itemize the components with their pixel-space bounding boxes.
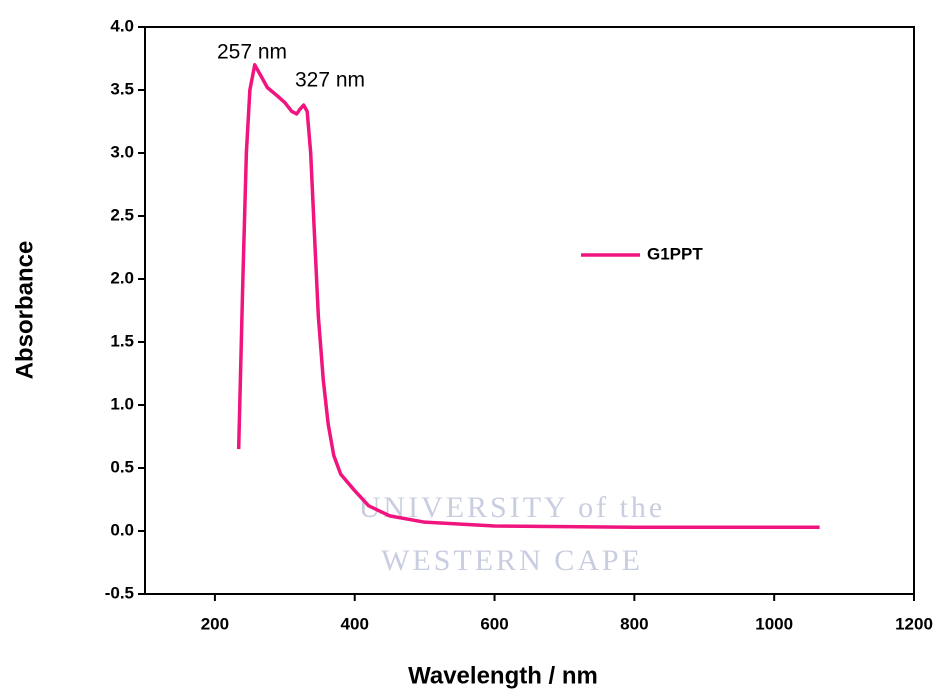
- y-tick-label: -0.5: [105, 583, 134, 602]
- y-tick-label: 3.5: [110, 79, 134, 98]
- annotation: 327 nm: [295, 69, 365, 92]
- y-axis-title: Absorbance: [11, 241, 38, 380]
- x-tick-label: 600: [480, 614, 508, 633]
- y-tick-label: 1.5: [110, 331, 134, 350]
- legend-label: G1PPT: [647, 244, 703, 263]
- y-tick-label: 4.0: [110, 16, 134, 35]
- watermark: WESTERN CAPE: [381, 544, 643, 577]
- plot-frame: [144, 26, 915, 595]
- x-tick-label: 200: [201, 614, 229, 633]
- annotation: 257 nm: [217, 41, 287, 64]
- y-tick-label: 2.0: [110, 268, 134, 287]
- y-tick-label: 2.5: [110, 205, 134, 224]
- x-axis-title: Wavelength / nm: [408, 662, 598, 689]
- x-tick-label: 1000: [755, 614, 793, 633]
- y-tick-label: 0.5: [110, 457, 134, 476]
- x-tick-label: 400: [341, 614, 369, 633]
- x-tick-label: 1200: [895, 614, 933, 633]
- y-tick-label: 3.0: [110, 142, 134, 161]
- y-tick-label: 0.0: [110, 520, 134, 539]
- x-tick-label: 800: [620, 614, 648, 633]
- y-tick-label: 1.0: [110, 394, 134, 413]
- data-line: [236, 63, 820, 529]
